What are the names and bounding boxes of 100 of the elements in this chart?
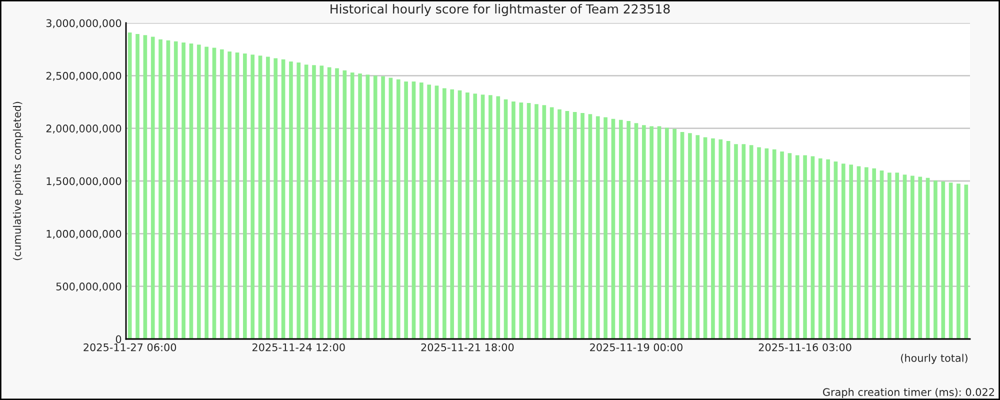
bar [519, 102, 524, 339]
y-tick-label: 1,000,000,000 [46, 230, 122, 239]
bar [442, 88, 446, 339]
bar [473, 94, 478, 339]
bar [757, 147, 761, 339]
bar [618, 120, 623, 339]
bar [488, 95, 492, 339]
bar [826, 159, 830, 339]
bar [427, 84, 431, 339]
bar [366, 74, 370, 339]
bar [174, 41, 178, 339]
bar [166, 40, 170, 339]
bar [918, 176, 922, 339]
bar [934, 180, 938, 339]
x-axis-title: (hourly total) [901, 354, 968, 364]
y-tick-label: 3,000,000,000 [46, 19, 122, 28]
bar [266, 56, 270, 339]
bar [143, 35, 148, 339]
y-tick-label: 0 [116, 335, 122, 344]
bar [196, 44, 201, 339]
bar [212, 48, 216, 339]
x-tick-label: 2025-11-21 18:00 [421, 343, 514, 352]
bar [834, 162, 838, 339]
bar [258, 56, 262, 339]
bar [964, 184, 968, 339]
bar [289, 61, 293, 339]
y-axis-title: (cumulative points completed) [12, 102, 24, 260]
bar [596, 116, 600, 339]
bar [358, 74, 362, 339]
bar [764, 148, 769, 339]
bar [150, 36, 155, 339]
bar [320, 66, 324, 339]
bar [250, 54, 255, 339]
bar [450, 89, 454, 339]
bar [243, 54, 247, 339]
bar [902, 174, 907, 339]
bar [856, 166, 861, 339]
bar [128, 32, 132, 339]
chart-title: Historical hourly score for lightmaster of Team 223518 [330, 4, 670, 16]
bar [419, 82, 424, 339]
bar [534, 104, 538, 339]
bar [412, 81, 416, 339]
bar [204, 46, 208, 339]
y-tick-label: 2,500,000,000 [46, 72, 122, 81]
bar [864, 167, 868, 339]
bar [680, 132, 684, 339]
bar [189, 44, 194, 339]
bar [665, 128, 669, 339]
bar [235, 52, 240, 339]
bar [734, 144, 738, 339]
bar [342, 70, 347, 339]
x-tick-label: 2025-11-27 06:00 [84, 343, 176, 352]
bar [895, 172, 900, 339]
bar [335, 68, 339, 339]
y-tick-label: 500,000,000 [56, 282, 122, 292]
bar [281, 59, 286, 339]
bar [480, 94, 485, 339]
bar [880, 170, 884, 339]
bar [312, 65, 316, 339]
bar [941, 182, 946, 339]
bar [642, 125, 646, 339]
bar [803, 155, 807, 339]
bar [696, 135, 700, 339]
bar [304, 64, 308, 339]
bar [910, 176, 914, 339]
bar [558, 109, 562, 339]
bar [657, 126, 662, 339]
bar [718, 139, 723, 339]
bar [158, 39, 162, 339]
bar [749, 145, 754, 339]
bar [849, 164, 853, 339]
bar [672, 128, 677, 339]
bar [711, 138, 715, 339]
bar [504, 99, 508, 339]
bar [872, 168, 876, 339]
bar [550, 107, 554, 339]
bar [274, 58, 278, 339]
bar [350, 72, 354, 339]
bar [726, 140, 730, 339]
bar [388, 78, 393, 339]
bar [810, 156, 815, 339]
bar [296, 62, 301, 339]
bar [780, 152, 784, 339]
bar [565, 110, 570, 339]
bar [496, 96, 500, 339]
bar [926, 178, 930, 339]
bar [373, 76, 378, 339]
x-tick-label: 2025-11-24 12:00 [252, 343, 345, 352]
bar [788, 153, 792, 339]
bar [795, 155, 800, 339]
bar [526, 103, 531, 339]
bar [580, 113, 584, 339]
bar [220, 49, 224, 339]
bar [604, 117, 608, 339]
bar [458, 90, 462, 339]
bar [841, 164, 846, 339]
bar [512, 101, 516, 339]
y-tick-label: 2,000,000,000 [46, 124, 122, 134]
bar [626, 120, 630, 339]
x-tick-label: 2025-11-16 03:00 [758, 343, 852, 352]
